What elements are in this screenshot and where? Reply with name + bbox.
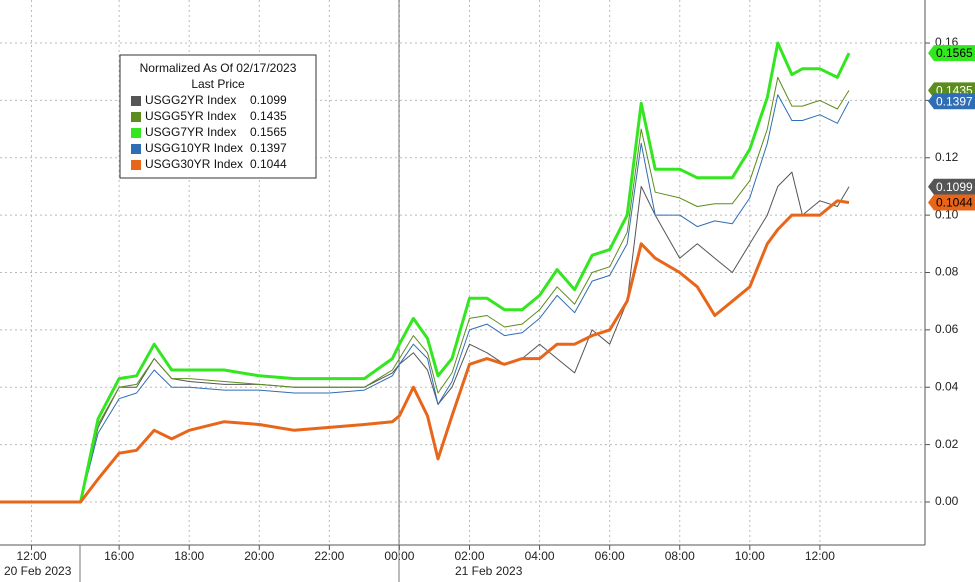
legend-value: 0.1397 — [250, 141, 287, 155]
y-tick-label: 0.08 — [935, 265, 959, 279]
series-line — [0, 199, 850, 504]
series-line — [0, 94, 850, 503]
legend-swatch — [131, 160, 141, 170]
x-tick-label: 08:00 — [665, 549, 695, 563]
y-tick-label: 0.04 — [935, 379, 959, 393]
legend-subtitle: Last Price — [191, 77, 245, 91]
last-price-badge — [928, 93, 975, 110]
x-tick-label: 00:00 — [384, 549, 414, 563]
last-price-label: 0.1099 — [936, 180, 973, 194]
x-tick-label: 12:00 — [805, 549, 835, 563]
x-tick-label: 18:00 — [174, 549, 204, 563]
legend-label: USGG2YR Index — [145, 93, 236, 107]
last-price-label: 0.1044 — [936, 196, 973, 210]
y-tick-label: 0.10 — [935, 207, 959, 221]
last-price-badge — [928, 178, 975, 195]
last-price-label: 0.1397 — [936, 94, 973, 108]
date-label: 20 Feb 2023 — [4, 564, 72, 578]
last-price-badge — [928, 194, 975, 211]
x-tick-label: 16:00 — [104, 549, 134, 563]
legend-value: 0.1435 — [250, 109, 287, 123]
x-tick-label: 04:00 — [525, 549, 555, 563]
y-tick-label: 0.12 — [935, 150, 959, 164]
x-tick-label: 10:00 — [735, 549, 765, 563]
plot-lines — [0, 41, 851, 504]
y-tick-label: 0.06 — [935, 322, 959, 336]
x-tick-label: 22:00 — [314, 549, 344, 563]
last-price-label: 0.1565 — [936, 46, 973, 60]
legend-label: USGG5YR Index — [145, 109, 236, 123]
series-line — [0, 41, 851, 504]
y-tick-label: 0.02 — [935, 437, 959, 451]
legend-value: 0.1044 — [250, 157, 287, 171]
legend-label: USGG10YR Index — [145, 141, 243, 155]
legend-swatch — [131, 112, 141, 122]
legend-box — [119, 54, 317, 179]
legend-value: 0.1099 — [250, 93, 287, 107]
legend-label: USGG30YR Index — [145, 157, 243, 171]
last-price-badge — [928, 45, 975, 62]
legend-title: Normalized As Of 02/17/2023 — [140, 61, 297, 75]
legend-swatch — [131, 144, 141, 154]
x-tick-label: 12:00 — [17, 549, 47, 563]
x-tick-label: 02:00 — [454, 549, 484, 563]
x-tick-label: 20:00 — [244, 549, 274, 563]
series-line — [0, 76, 850, 503]
legend-value: 0.1565 — [250, 125, 287, 139]
legend: Normalized As Of 02/17/2023 Last Price U… — [119, 54, 317, 179]
date-label: 21 Feb 2023 — [455, 564, 523, 578]
legend-swatch — [131, 128, 141, 138]
y-tick-label: 0.00 — [935, 494, 959, 508]
legend-label: USGG7YR Index — [145, 125, 236, 139]
x-tick-label: 06:00 — [595, 549, 625, 563]
legend-swatch — [131, 96, 141, 106]
